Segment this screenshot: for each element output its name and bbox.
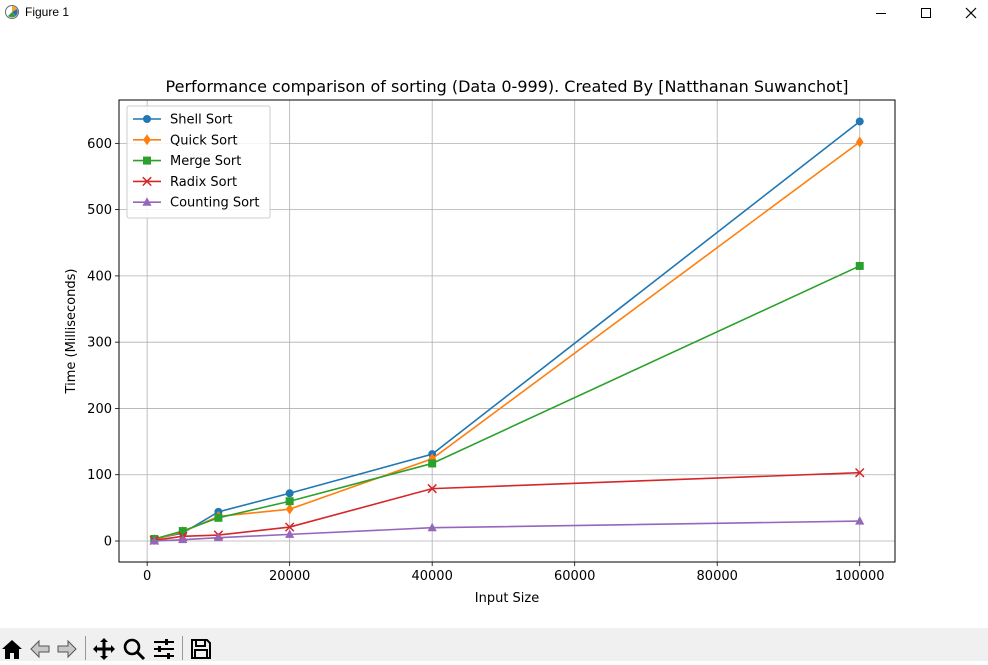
- line-chart: 0 20000 40000 60000 80000 100000 0 100 200 300 400…: [64, 77, 896, 606]
- axes-frame: [118, 99, 896, 563]
- close-button[interactable]: [948, 0, 988, 26]
- legend-marker: [142, 176, 152, 187]
- window-title: Figure 1: [25, 5, 70, 19]
- data-point: [855, 516, 865, 525]
- y-tick-label: 400: [87, 269, 112, 284]
- pan-icon[interactable]: [92, 637, 116, 661]
- forward-arrow-icon[interactable]: [55, 637, 79, 661]
- configure-subplots-icon[interactable]: [152, 637, 176, 661]
- legend-label: Radix Sort: [170, 175, 237, 190]
- figure-canvas[interactable]: 0 20000 40000 60000 80000 100000 0 100 200 300 400…: [0, 26, 988, 628]
- legend-label: Quick Sort: [170, 133, 238, 148]
- toolbar-separator: [182, 636, 183, 660]
- x-tick-label: 80000: [697, 569, 738, 584]
- legend-label: Merge Sort: [170, 154, 241, 169]
- data-point: [855, 136, 864, 148]
- data-point: [855, 117, 864, 126]
- x-tick-label: 100000: [835, 569, 885, 584]
- data-point: [285, 529, 295, 538]
- data-point: [855, 261, 864, 270]
- data-point: [178, 527, 187, 536]
- y-tick-label: 300: [87, 336, 112, 351]
- chart-title: Performance comparison of sorting (Data …: [166, 77, 849, 96]
- series-lines: [149, 117, 865, 546]
- y-tick-label: 500: [87, 203, 112, 218]
- series-line: [154, 120, 861, 540]
- data-point: [854, 467, 865, 478]
- save-icon[interactable]: [189, 637, 213, 661]
- y-tick-label: 200: [87, 402, 112, 417]
- x-tick-label: 0: [143, 569, 151, 584]
- x-marker-stroke: [284, 522, 295, 532]
- close-icon: [965, 7, 977, 19]
- data-point: [428, 459, 437, 468]
- x-marker-stroke: [427, 483, 437, 494]
- x-marker-stroke: [854, 467, 865, 478]
- y-tick-label: 0: [104, 534, 112, 549]
- minimize-button[interactable]: [858, 0, 904, 26]
- legend-marker: [143, 156, 151, 165]
- x-axis-label: Input Size: [475, 591, 539, 606]
- window-titlebar: Figure 1: [0, 0, 988, 26]
- legend-label: Counting Sort: [170, 196, 260, 211]
- back-arrow-icon[interactable]: [28, 637, 52, 661]
- data-point: [285, 497, 294, 506]
- legend-box: [126, 105, 271, 219]
- x-tick-label: 20000: [269, 569, 310, 584]
- x-tick-label: 40000: [411, 569, 452, 584]
- data-point: [427, 522, 437, 532]
- data-point: [284, 522, 295, 532]
- x-marker-stroke: [142, 176, 152, 187]
- series-line: [154, 471, 860, 542]
- series-counting-sort: [149, 516, 865, 545]
- y-tick-label: 600: [87, 137, 112, 152]
- series-line: [154, 520, 860, 542]
- legend: Shell Sort Quick Sort Merge Sort Radix Sort…: [126, 105, 271, 219]
- toolbar-separator: [85, 636, 86, 660]
- series-line: [154, 265, 861, 540]
- maximize-icon: [921, 8, 931, 18]
- data-point: [214, 513, 223, 522]
- home-icon[interactable]: [0, 637, 24, 661]
- data-point: [285, 489, 294, 498]
- data-point: [213, 532, 224, 542]
- zoom-icon[interactable]: [122, 637, 146, 661]
- legend-marker: [142, 197, 152, 206]
- x-tick-label: 60000: [554, 569, 595, 584]
- axis-ticks: 0 20000 40000 60000 80000 100000 0 100 200 300 400…: [87, 137, 884, 584]
- matplotlib-app-icon: [4, 4, 20, 20]
- navigation-toolbar: [0, 628, 988, 661]
- y-axis-label: Time (Milliseconds): [64, 269, 79, 395]
- legend-marker: [143, 115, 151, 123]
- legend-marker: [143, 134, 151, 146]
- data-point: [285, 503, 294, 515]
- series-radix-sort: [149, 467, 865, 546]
- maximize-button[interactable]: [903, 0, 949, 26]
- minimize-icon: [876, 13, 886, 14]
- data-point: [149, 535, 159, 545]
- legend-label: Shell Sort: [170, 113, 233, 128]
- data-point: [178, 534, 188, 544]
- y-tick-label: 100: [87, 468, 112, 483]
- data-point: [427, 483, 437, 494]
